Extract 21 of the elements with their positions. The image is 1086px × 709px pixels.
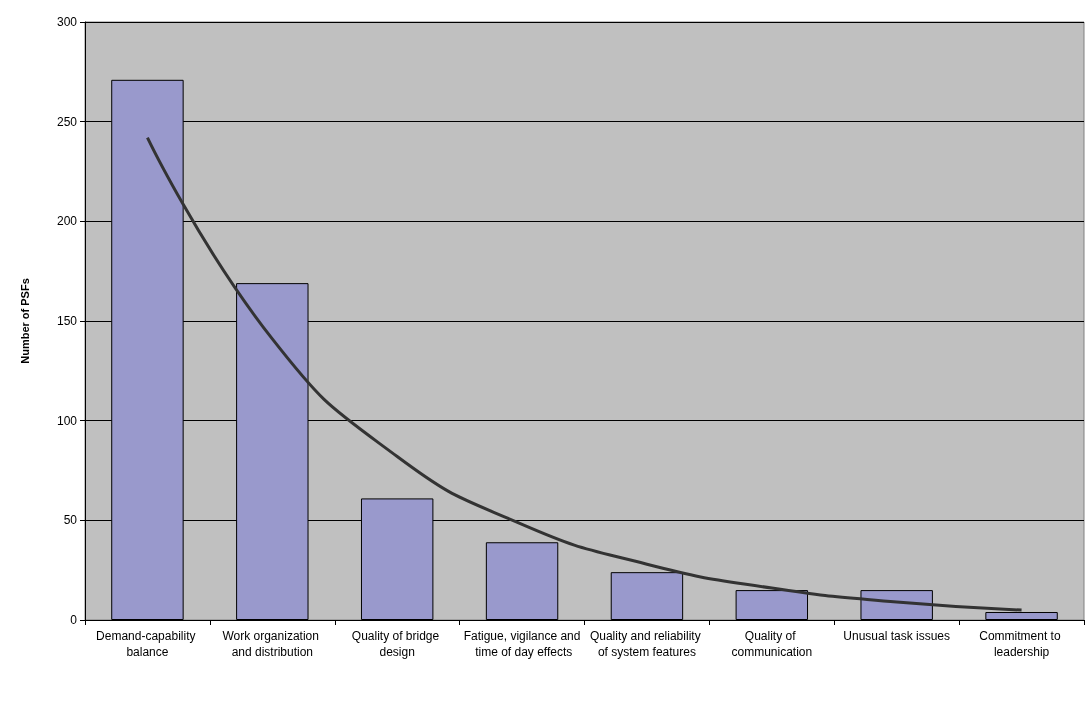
y-tick-label: 200 — [56, 214, 78, 229]
bar — [485, 542, 559, 620]
y-tick-label: 50 — [63, 513, 78, 528]
y-tick-label: 150 — [56, 314, 78, 328]
x-tick-label: Fatigue, vigilance and time of day effects — [463, 629, 581, 659]
line-series — [145, 136, 1024, 612]
bar — [735, 590, 809, 620]
x-tick-label: Unusual task issues — [843, 629, 951, 643]
bar — [985, 612, 1058, 620]
x-tick-label: Demand-capability balance — [96, 629, 199, 659]
x-tick-label: Work organization and distribution — [222, 629, 323, 659]
x-tick-label: Quality and reliability of system features — [589, 629, 704, 659]
y-tick-label: 100 — [56, 413, 78, 428]
x-tick-label: Quality of bridge design — [351, 629, 443, 659]
x-tick-label: Commitment to leadership — [979, 629, 1064, 659]
y-axis-title: Number of PSFs — [18, 278, 31, 364]
y-tick-label: 300 — [56, 15, 78, 29]
y-tick-label: 250 — [56, 114, 78, 129]
bar — [610, 572, 684, 620]
x-tick-label: Quality of communication — [731, 629, 813, 659]
y-tick-label: 0 — [70, 613, 78, 627]
